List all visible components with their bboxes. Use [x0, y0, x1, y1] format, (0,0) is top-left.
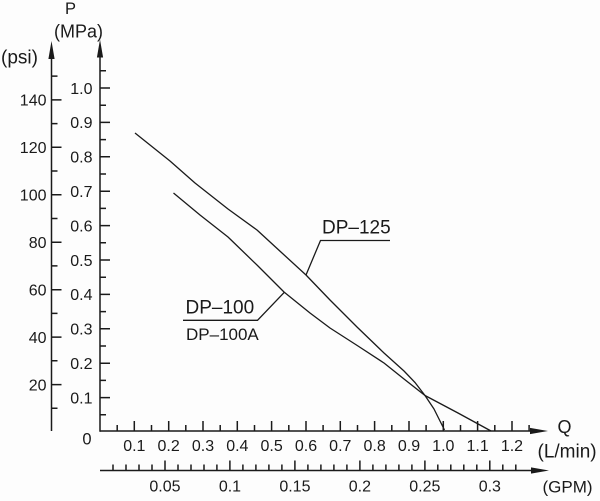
svg-text:DP–100: DP–100: [186, 298, 255, 319]
svg-text:40: 40: [29, 330, 47, 347]
svg-text:(GPM): (GPM): [542, 478, 592, 497]
svg-text:0: 0: [82, 431, 91, 449]
svg-text:1.0: 1.0: [70, 81, 92, 98]
svg-text:DP–100A: DP–100A: [186, 325, 259, 344]
svg-text:0.25: 0.25: [409, 478, 440, 495]
svg-text:120: 120: [20, 140, 47, 157]
svg-text:0.05: 0.05: [149, 478, 180, 495]
svg-text:100: 100: [20, 188, 47, 205]
svg-text:0.7: 0.7: [70, 184, 92, 201]
svg-text:0.8: 0.8: [364, 438, 386, 455]
svg-text:1.1: 1.1: [467, 438, 489, 455]
svg-text:0.9: 0.9: [70, 115, 92, 132]
svg-text:0.8: 0.8: [70, 150, 92, 167]
svg-text:(psi): (psi): [1, 48, 38, 69]
svg-text:140: 140: [20, 93, 47, 110]
svg-text:0.6: 0.6: [70, 218, 92, 235]
svg-text:0.3: 0.3: [70, 322, 92, 339]
svg-text:0.2: 0.2: [70, 356, 92, 373]
svg-text:DP–125: DP–125: [322, 218, 391, 239]
svg-text:0.1: 0.1: [219, 478, 241, 495]
svg-text:0.3: 0.3: [479, 478, 501, 495]
svg-text:20: 20: [29, 377, 47, 394]
svg-text:0.2: 0.2: [158, 438, 180, 455]
svg-text:1.0: 1.0: [432, 438, 454, 455]
svg-text:0.4: 0.4: [226, 438, 248, 455]
svg-text:0.5: 0.5: [261, 438, 283, 455]
svg-text:0.15: 0.15: [279, 478, 310, 495]
svg-text:(L/min): (L/min): [538, 442, 597, 463]
svg-text:0.1: 0.1: [70, 390, 92, 407]
svg-text:(MPa): (MPa): [54, 22, 103, 42]
svg-text:0.5: 0.5: [70, 253, 92, 270]
svg-text:1.2: 1.2: [501, 438, 523, 455]
svg-text:0.3: 0.3: [192, 438, 214, 455]
svg-text:0.9: 0.9: [398, 438, 420, 455]
svg-text:0.6: 0.6: [295, 438, 317, 455]
svg-text:P: P: [65, 0, 76, 18]
svg-text:60: 60: [29, 282, 47, 299]
svg-text:0.7: 0.7: [329, 438, 351, 455]
svg-text:0.2: 0.2: [349, 478, 371, 495]
svg-text:0.1: 0.1: [123, 438, 145, 455]
svg-text:Q: Q: [557, 417, 571, 437]
svg-text:80: 80: [29, 235, 47, 252]
svg-text:0.4: 0.4: [70, 287, 92, 304]
